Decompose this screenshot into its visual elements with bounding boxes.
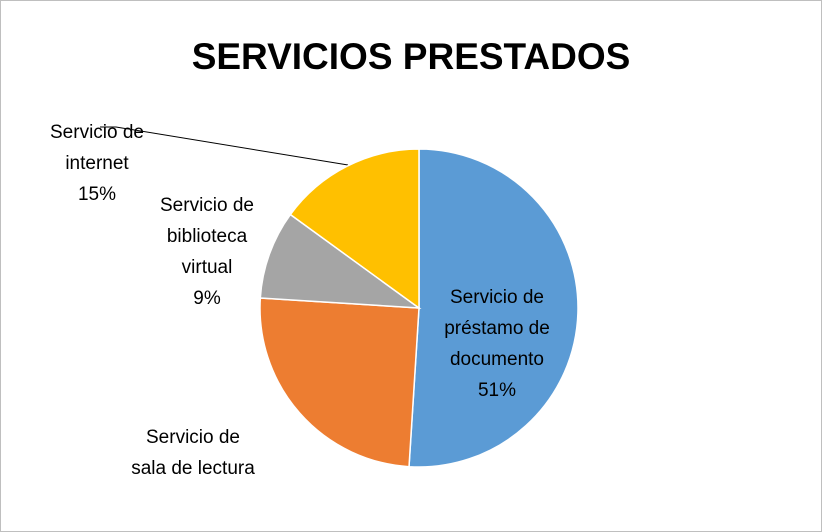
pie-slice [289,148,420,310]
pie-slice [259,297,420,468]
category-label: Servicio de sala de lectura [131,427,255,479]
value-label: 15% [77,184,117,205]
pie-slice [408,148,579,468]
pie-slice [259,213,422,309]
category-label: Servicio de préstamo de documento [444,287,550,370]
value-label: 9% [193,288,221,309]
chart-title: SERVICIOS PRESTADOS [191,36,631,77]
slice-label: Servicio de préstamo de documento 51% [431,282,563,406]
chart [100,126,579,468]
value-label: 51% [477,380,517,401]
category-label: Servicio de internet [50,122,144,174]
category-label: Servicio de biblioteca virtual [160,195,254,278]
slice-label: Servicio de biblioteca virtual 9% [141,190,273,314]
slice-label: Servicio de internet 15% [31,117,163,210]
slice-label: Servicio de sala de lectura [127,422,259,484]
leader-line [100,126,349,166]
